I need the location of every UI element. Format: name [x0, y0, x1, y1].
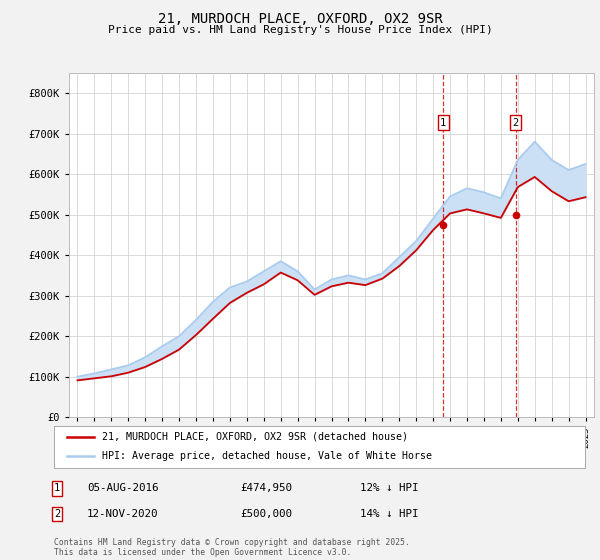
- Text: 1: 1: [440, 118, 446, 128]
- Text: 12% ↓ HPI: 12% ↓ HPI: [360, 483, 419, 493]
- Text: 21, MURDOCH PLACE, OXFORD, OX2 9SR: 21, MURDOCH PLACE, OXFORD, OX2 9SR: [158, 12, 442, 26]
- Text: 12-NOV-2020: 12-NOV-2020: [87, 509, 158, 519]
- Text: Price paid vs. HM Land Registry's House Price Index (HPI): Price paid vs. HM Land Registry's House …: [107, 25, 493, 35]
- Text: Contains HM Land Registry data © Crown copyright and database right 2025.
This d: Contains HM Land Registry data © Crown c…: [54, 538, 410, 557]
- Text: 2: 2: [512, 118, 519, 128]
- Text: 2: 2: [54, 509, 60, 519]
- Text: 1: 1: [54, 483, 60, 493]
- Text: 14% ↓ HPI: 14% ↓ HPI: [360, 509, 419, 519]
- Text: £474,950: £474,950: [240, 483, 292, 493]
- Text: 05-AUG-2016: 05-AUG-2016: [87, 483, 158, 493]
- Text: HPI: Average price, detached house, Vale of White Horse: HPI: Average price, detached house, Vale…: [102, 451, 432, 461]
- Text: £500,000: £500,000: [240, 509, 292, 519]
- Text: 21, MURDOCH PLACE, OXFORD, OX2 9SR (detached house): 21, MURDOCH PLACE, OXFORD, OX2 9SR (deta…: [102, 432, 408, 442]
